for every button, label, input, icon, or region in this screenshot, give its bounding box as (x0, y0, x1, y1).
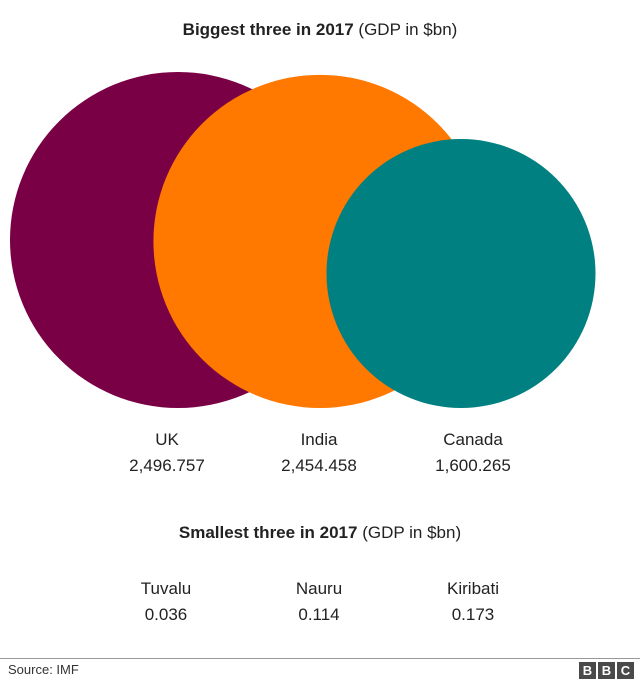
category-label: India (300, 430, 338, 449)
label-nauru: Nauru 0.114 (239, 576, 399, 628)
value-label: 1,600.265 (435, 456, 511, 475)
chart-title-biggest: Biggest three in 2017 (GDP in $bn) (0, 20, 640, 40)
label-tuvalu: Tuvalu 0.036 (86, 576, 246, 628)
bbc-logo-letter: C (617, 662, 634, 679)
label-uk: UK 2,496.757 (87, 427, 247, 479)
category-label: UK (155, 430, 179, 449)
value-label: 0.036 (144, 605, 188, 624)
value-label: 2,496.757 (129, 456, 205, 475)
label-canada: Canada 1,600.265 (393, 427, 553, 479)
chart-subtitle: (GDP in $bn) (358, 20, 458, 39)
bbc-logo: B B C (579, 662, 634, 679)
value-label: 0.173 (451, 605, 495, 624)
source-note: Source: IMF (8, 662, 79, 677)
chart-subtitle: (GDP in $bn) (362, 523, 462, 542)
label-india: India 2,454.458 (239, 427, 399, 479)
bubble-canada (326, 139, 596, 408)
category-label: Kiribati (447, 579, 499, 598)
value-label: 0.114 (298, 605, 340, 624)
chart-title-bold: Biggest three in 2017 (182, 20, 354, 39)
category-label: Canada (443, 430, 503, 449)
label-kiribati: Kiribati 0.173 (393, 576, 553, 628)
value-label: 2,454.458 (281, 456, 357, 475)
bbc-logo-letter: B (598, 662, 615, 679)
footer-divider (0, 658, 640, 659)
bbc-logo-letter: B (579, 662, 596, 679)
chart-title-bold: Smallest three in 2017 (178, 523, 358, 542)
category-label: Nauru (295, 579, 343, 598)
chart-title-smallest: Smallest three in 2017 (GDP in $bn) (0, 523, 640, 543)
category-label: Tuvalu (140, 579, 192, 598)
